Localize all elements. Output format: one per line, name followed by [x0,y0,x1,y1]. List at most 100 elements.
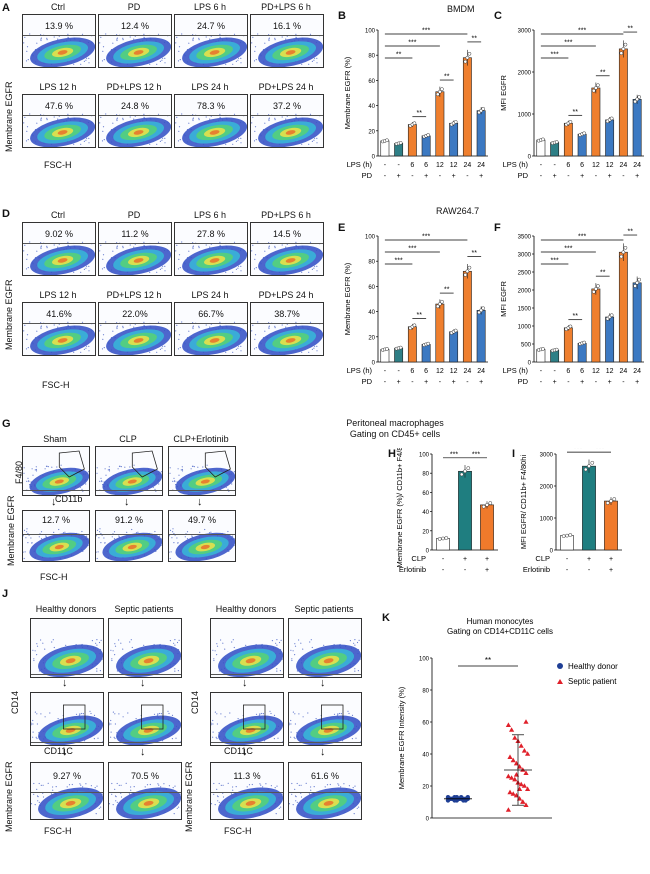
scatter-dot [116,118,118,120]
scatter-dot [269,710,271,712]
pd-value: - [439,379,442,386]
density-plot [169,528,235,561]
row-label-clp: CLP [411,554,426,563]
scatter-dot [309,33,312,35]
scatter-dot [178,639,180,641]
scatter-dot [184,536,186,538]
scatter-dot [103,537,105,539]
scatter-dot [164,350,166,352]
gate-outline [131,450,158,478]
scatter-dot [181,321,183,323]
plot-title: LPS 6 h [193,2,227,12]
gate-line [96,533,162,535]
scatter-dot [102,258,104,260]
gate-line [175,114,247,116]
bar [563,122,573,157]
flow-plot: 38.7% [250,302,324,356]
scatter-dot [276,639,278,641]
scatter-dot [103,347,105,349]
septic-point [510,757,516,763]
gate-line [211,742,283,744]
scatter-dot [174,670,176,672]
scatter-dot [255,713,258,715]
scatter-dot [168,785,170,787]
lps-value: 24 [477,162,485,169]
scatter-dot [99,528,101,530]
scatter-dot [291,658,293,660]
data-point [481,504,486,509]
scatter-dot [176,807,178,809]
scatter-dot [355,737,357,739]
scatter-dot [252,244,254,246]
scatter-dot [111,793,113,795]
data-point [609,499,613,503]
scatter-dot [52,639,54,641]
lps-value: 6 [566,368,570,375]
septic-point [507,754,513,759]
y-tick-label: 60 [422,491,429,497]
y-tick-label: 40 [368,104,375,110]
plot-title: LPS 24 h [191,290,229,300]
y-tick-label: 40 [422,753,429,759]
scatter-dot [308,63,310,65]
scatter-dot [205,116,207,118]
scatter-dot [252,324,254,326]
scatter-dot [205,324,207,326]
gate-line [251,114,323,116]
scatter-dot [351,714,354,716]
scatter-dot [216,723,218,725]
pd-value: - [540,379,543,386]
significance-label: ** [444,74,450,81]
y-axis-label: MFI EGFR [499,75,508,111]
data-point [565,533,569,538]
scatter-dot [173,642,175,644]
septic-point [523,770,529,775]
flow-plot [30,618,104,678]
scatter-dot [60,464,62,466]
gate-line [211,674,283,676]
scatter-dot [229,712,231,714]
scatter-dot [259,713,261,715]
scatter-dot [40,37,42,39]
scatter-dot [80,784,82,786]
scatter-dot [161,59,163,61]
bar [449,122,459,157]
scatter-dot [36,122,38,124]
lps-value: 24 [619,368,627,375]
data-point [426,341,431,346]
scatter-dot [164,57,166,60]
scatter-dot [177,140,180,142]
scatter-dot [105,113,107,115]
scatter-dot [164,142,166,144]
density-layer [323,658,334,664]
scatter-dot [289,722,290,724]
scatter-dot [356,807,358,809]
scatter-dot [144,786,146,788]
scatter-dot [171,738,173,740]
scatter-dot [257,241,259,243]
scatter-dot [175,122,177,124]
pd-value: + [397,173,401,180]
scatter-dot [40,38,42,40]
density-layer [127,479,137,484]
scatter-dot [222,642,224,644]
scatter-dot [85,139,87,141]
density-plot [289,782,361,819]
scatter-dot [31,722,32,724]
scatter-dot [85,535,88,537]
gate-percentage: 70.5 % [130,771,160,781]
gate-line [109,674,181,676]
bar [605,316,615,363]
data-point [633,99,637,104]
scatter-dot [47,466,49,468]
legend-healthy-marker [557,663,563,669]
scatter-dot [102,126,105,128]
scatter-dot [156,143,158,145]
scatter-dot [181,468,183,471]
septic-point [521,748,527,753]
scatter-dot [192,117,194,119]
scatter-dot [32,474,34,476]
scatter-dot [135,532,138,534]
scatter-dot [105,33,107,35]
scatter-dot [102,740,103,743]
